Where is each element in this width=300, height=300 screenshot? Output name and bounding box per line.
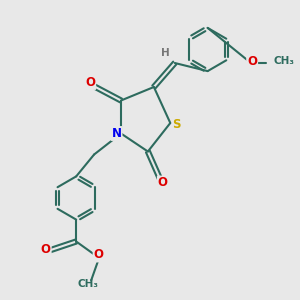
Text: CH₃: CH₃ [78,279,99,289]
Text: O: O [158,176,168,190]
Text: O: O [85,76,95,89]
Text: S: S [172,118,181,131]
Text: O: O [247,55,257,68]
Text: CH₃: CH₃ [273,56,294,67]
Text: O: O [41,243,51,256]
Text: H: H [161,47,170,58]
Text: O: O [94,248,103,262]
Text: N: N [112,127,122,140]
